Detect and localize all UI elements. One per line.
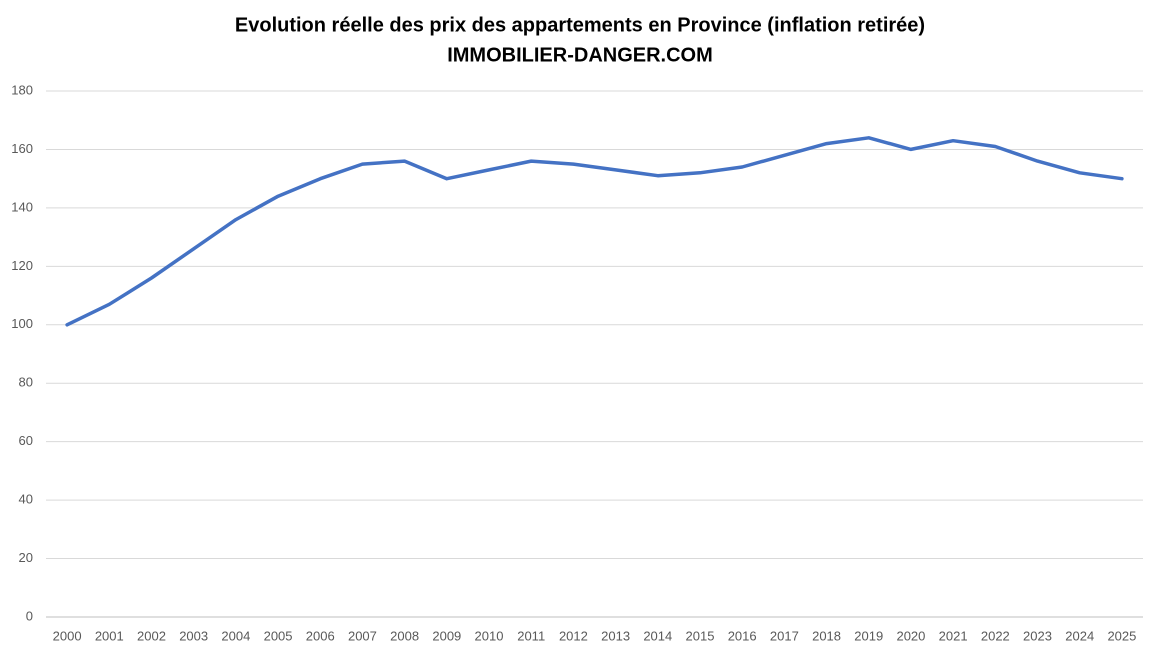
y-tick-label: 40 bbox=[19, 492, 33, 507]
x-tick-label: 2017 bbox=[770, 628, 799, 643]
x-tick-label: 2009 bbox=[432, 628, 461, 643]
x-tick-label: 2011 bbox=[517, 628, 545, 643]
y-tick-label: 60 bbox=[19, 433, 33, 448]
chart-title: Evolution réelle des prix des appartemen… bbox=[235, 14, 925, 36]
y-tick-label: 120 bbox=[11, 258, 33, 273]
x-tick-label: 2022 bbox=[981, 628, 1010, 643]
y-tick-label: 100 bbox=[11, 316, 33, 331]
x-tick-label: 2016 bbox=[728, 628, 757, 643]
x-tick-label: 2024 bbox=[1065, 628, 1094, 643]
x-tick-label: 2018 bbox=[812, 628, 841, 643]
x-tick-label: 2019 bbox=[854, 628, 883, 643]
x-tick-label: 2001 bbox=[95, 628, 124, 643]
x-tick-label: 2003 bbox=[179, 628, 208, 643]
line-series bbox=[65, 136, 1124, 327]
x-tick-label: 2006 bbox=[306, 628, 335, 643]
y-tick-label: 140 bbox=[11, 199, 33, 214]
x-tick-label: 2025 bbox=[1107, 628, 1136, 643]
x-tick-label: 2002 bbox=[137, 628, 166, 643]
x-tick-label: 2005 bbox=[264, 628, 293, 643]
x-tick-label: 2004 bbox=[221, 628, 250, 643]
x-tick-label: 2015 bbox=[686, 628, 715, 643]
x-tick-label: 2020 bbox=[896, 628, 925, 643]
x-tick-label: 2007 bbox=[348, 628, 377, 643]
x-tick-label: 2008 bbox=[390, 628, 419, 643]
chart-subtitle: IMMOBILIER-DANGER.COM bbox=[447, 44, 713, 66]
y-tick-label: 180 bbox=[11, 82, 33, 97]
y-tick-label: 160 bbox=[11, 141, 33, 156]
x-tick-label: 2014 bbox=[643, 628, 672, 643]
x-tick-label: 2021 bbox=[939, 628, 968, 643]
x-tick-label: 2023 bbox=[1023, 628, 1052, 643]
x-tick-label: 2010 bbox=[475, 628, 504, 643]
x-tick-label: 2000 bbox=[53, 628, 82, 643]
y-tick-label: 0 bbox=[26, 608, 33, 623]
x-tick-label: 2012 bbox=[559, 628, 588, 643]
y-tick-label: 80 bbox=[19, 375, 33, 390]
x-tick-label: 2013 bbox=[601, 628, 630, 643]
y-tick-label: 20 bbox=[19, 550, 33, 565]
